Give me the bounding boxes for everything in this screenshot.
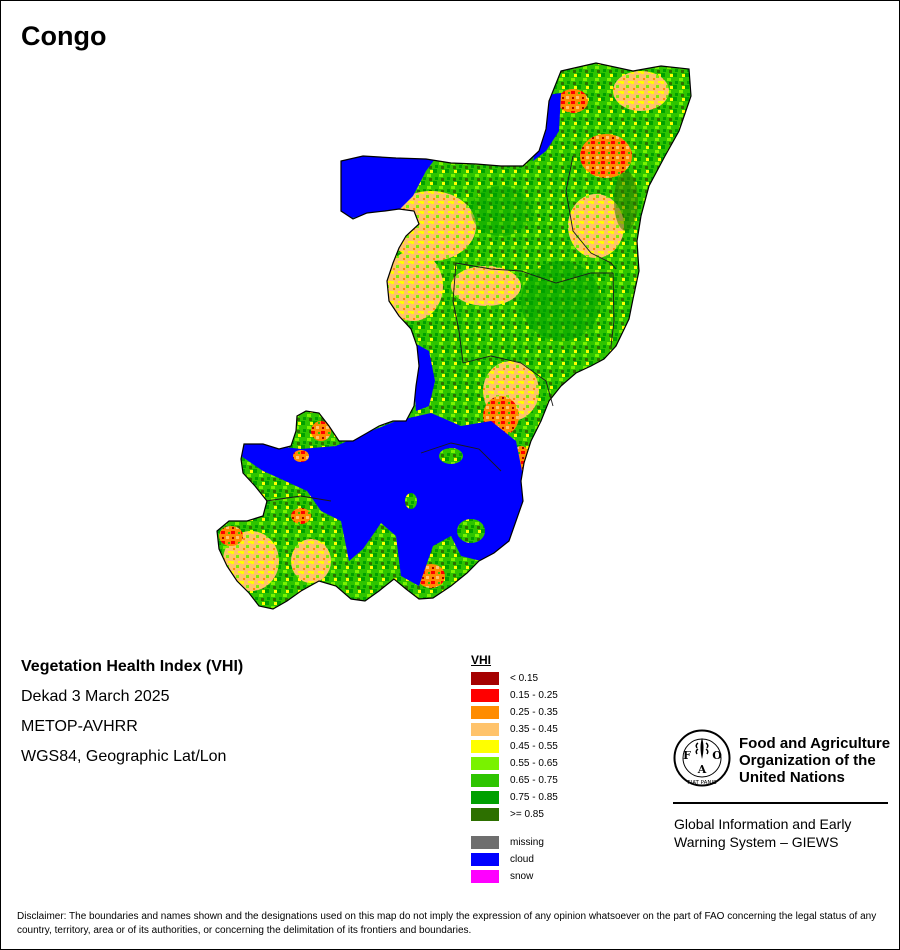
- svg-text:O: O: [712, 749, 722, 762]
- giews-name-line: Warning System – GIEWS: [674, 834, 839, 850]
- legend-swatch: [471, 723, 499, 736]
- legend-swatch: [471, 791, 499, 804]
- legend-swatch: [471, 706, 499, 719]
- organization-name: Food and Agriculture Organization of the…: [739, 735, 890, 786]
- legend-label: 0.45 - 0.55: [510, 741, 558, 752]
- giews-name-line: Global Information and Early: [674, 816, 852, 832]
- product-title: Vegetation Health Index (VHI): [21, 658, 244, 675]
- legend-swatch: [471, 689, 499, 702]
- organization-name-line: Food and Agriculture: [739, 735, 891, 752]
- disclaimer: Disclaimer: The boundaries and names sho…: [17, 911, 877, 936]
- legend-swatch: [471, 757, 499, 770]
- legend-swatch: [471, 672, 499, 685]
- legend-label: < 0.15: [510, 673, 539, 684]
- giews-name: Global Information and Early Warning Sys…: [674, 815, 851, 851]
- legend-label: 0.75 - 0.85: [510, 792, 558, 803]
- legend-swatch: [471, 836, 499, 849]
- legend-swatch: [471, 774, 499, 787]
- legend-swatch: [471, 870, 499, 883]
- legend-label: >= 0.85: [510, 809, 544, 820]
- svg-text:A: A: [697, 763, 707, 776]
- legend-swatch: [471, 808, 499, 821]
- legend-label: cloud: [510, 854, 534, 865]
- legend-label: 0.55 - 0.65: [510, 758, 558, 769]
- svg-text:FIAT PANIS: FIAT PANIS: [687, 780, 717, 786]
- legend-label: 0.35 - 0.45: [510, 724, 558, 735]
- svg-text:F: F: [683, 749, 691, 762]
- legend-label: 0.65 - 0.75: [510, 775, 558, 786]
- legend-swatch: [471, 740, 499, 753]
- legend-title: VHI: [471, 653, 492, 667]
- organization-name-line: Organization of the: [739, 752, 876, 769]
- legend-label: snow: [510, 871, 534, 882]
- legend-label: missing: [510, 837, 544, 848]
- organization-name-line: United Nations: [739, 769, 845, 786]
- map-title: Congo: [21, 21, 107, 51]
- projection-text: WGS84, Geographic Lat/Lon: [21, 748, 227, 765]
- period-text: Dekad 3 March 2025: [21, 688, 170, 705]
- sensor-text: METOP-AVHRR: [21, 718, 138, 735]
- legend-label: 0.15 - 0.25: [510, 690, 558, 701]
- divider: [673, 802, 888, 804]
- fao-logo-icon: F A O FIAT PANIS: [673, 729, 731, 787]
- vhi-map: [216, 62, 692, 610]
- legend-label: 0.25 - 0.35: [510, 707, 558, 718]
- legend-swatch: [471, 853, 499, 866]
